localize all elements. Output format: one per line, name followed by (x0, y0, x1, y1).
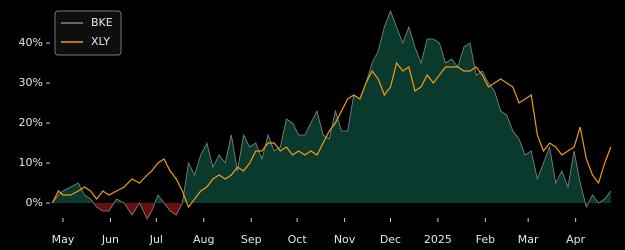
legend-label: XLY (91, 35, 110, 48)
area (52, 11, 611, 219)
x-tick-label: May (52, 233, 75, 246)
y-tick-label: 0% (26, 196, 43, 209)
line (51, 9, 612, 220)
x-tick-label: Nov (334, 233, 356, 246)
x-tick-label: Sep (241, 233, 262, 246)
x-tick-label: Oct (288, 233, 308, 246)
x-tick-label: Jun (101, 233, 119, 246)
x-tick-label: Feb (476, 233, 495, 246)
x-tick-label: Aug (193, 233, 214, 246)
y-tick-label: 20% (19, 116, 43, 129)
legend-label: BKE (91, 16, 113, 29)
x-tick-label: 2025 (424, 233, 452, 246)
x-tick-label: Dec (380, 233, 401, 246)
x-tick-label: Mar (518, 233, 539, 246)
y-tick-label: 40% (19, 36, 43, 49)
legend-box (54, 10, 122, 56)
line (51, 61, 612, 209)
y-tick-label: 10% (19, 156, 43, 169)
x-tick-label: Jul (149, 233, 163, 246)
y-tick-label: 30% (19, 76, 43, 89)
x-tick-label: Apr (566, 233, 586, 246)
